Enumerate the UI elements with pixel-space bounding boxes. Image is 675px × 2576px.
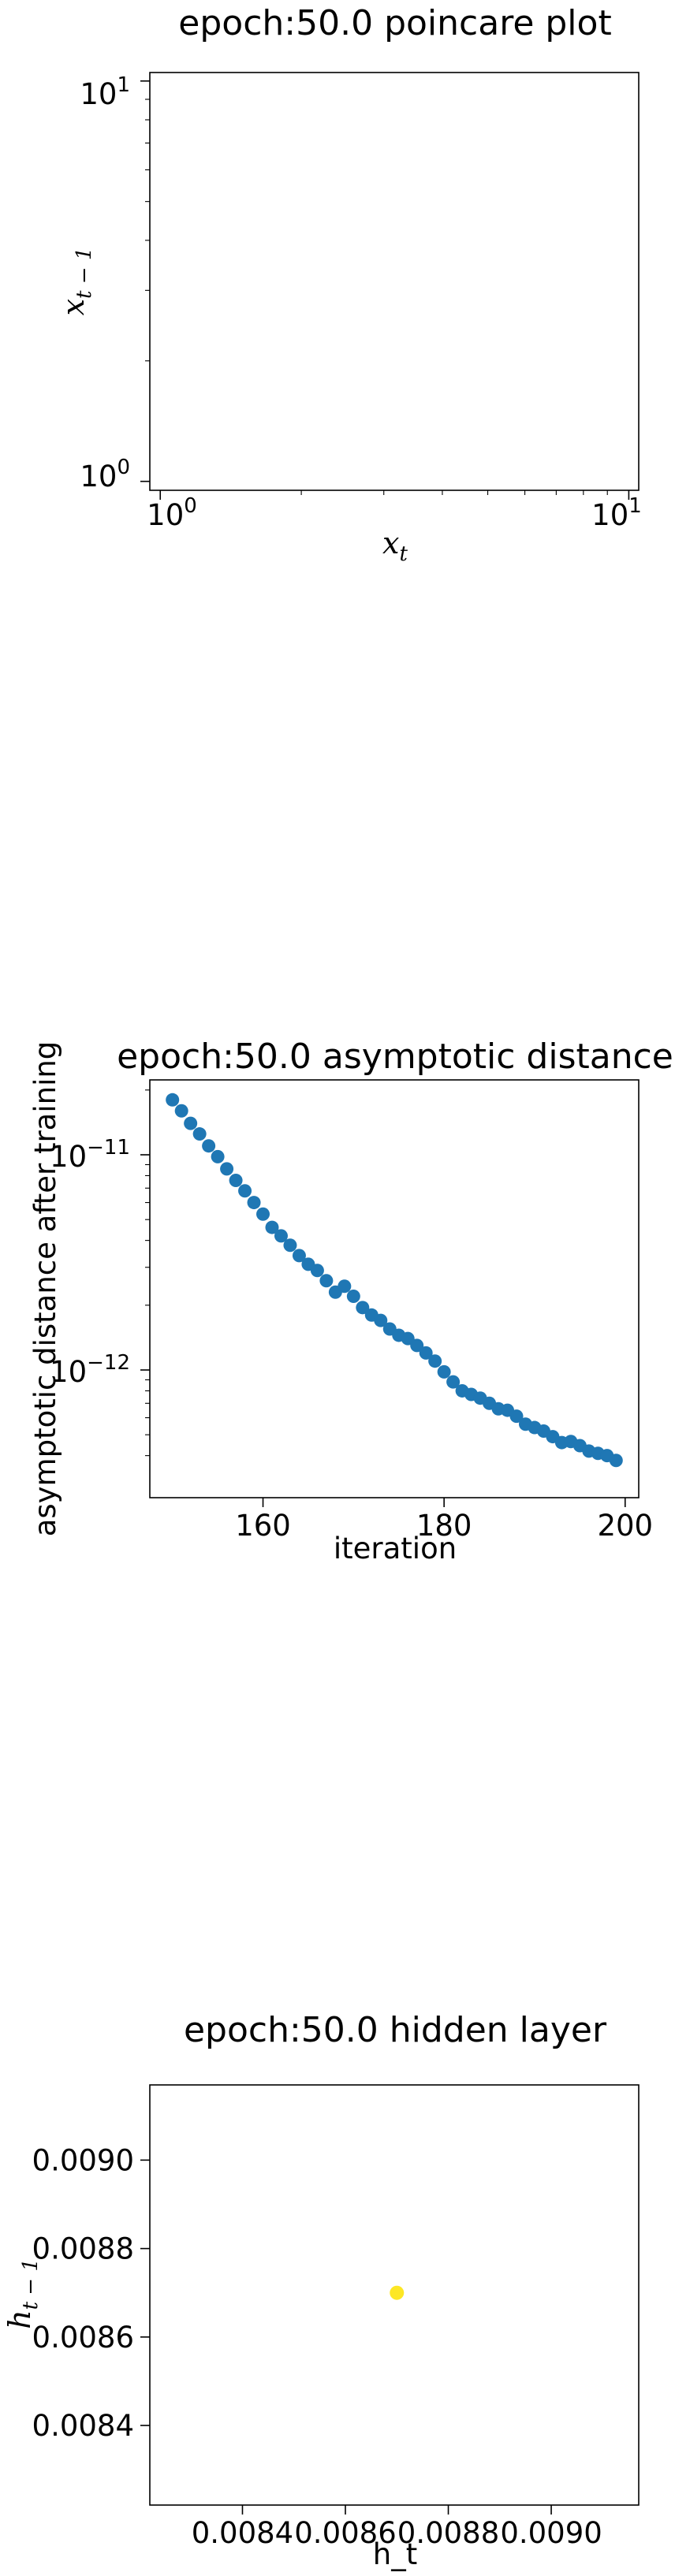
hidden-y-tick-label: 0.0090 <box>32 2143 134 2177</box>
asymptotic-y-tick-label: 10−11 <box>50 1136 130 1174</box>
poincare-y-tick-label: 100 <box>80 456 130 493</box>
asymptotic-point <box>338 1279 352 1294</box>
asymptotic-point <box>509 1409 524 1424</box>
poincare-y-axis-label: xt − 1 <box>56 248 96 316</box>
hidden-title: epoch:50.0 hidden layer <box>184 2010 607 2050</box>
asymptotic-ticks: 160 180 200 <box>140 1089 653 1543</box>
asymptotic-point <box>446 1375 461 1389</box>
hidden-x-tick-label: 0.0086 <box>294 2516 396 2550</box>
asymptotic-point <box>410 1338 424 1353</box>
poincare-ticks <box>140 80 630 500</box>
asymptotic-point <box>346 1290 360 1304</box>
asymptotic-point <box>220 1162 234 1176</box>
asymptotic-x-tick-label: 180 <box>416 1509 472 1543</box>
hidden-y-tick-label: 0.0086 <box>32 2321 134 2355</box>
asymptotic-point <box>292 1249 306 1263</box>
asymptotic-y-axis-label: asymptotic distance after training <box>28 1041 62 1537</box>
asymptotic-title: epoch:50.0 asymptotic distance <box>117 1037 673 1077</box>
asymptotic-point <box>202 1139 216 1153</box>
asymptotic-point <box>437 1364 451 1379</box>
asymptotic-point <box>310 1264 324 1278</box>
asymptotic-point <box>283 1238 297 1253</box>
poincare-x-axis-label: xt <box>382 526 408 566</box>
poincare-axes-frame <box>149 72 640 491</box>
hidden-point <box>390 2285 405 2300</box>
hidden-points <box>390 2285 405 2300</box>
asymptotic-point <box>166 1093 180 1107</box>
asymptotic-distance-plot: epoch:50.0 asymptotic distance 160 180 200… <box>28 1037 673 1565</box>
hidden-x-tick-label: 0.0088 <box>397 2516 499 2550</box>
asymptotic-point <box>256 1207 270 1221</box>
asymptotic-point <box>247 1196 261 1210</box>
asymptotic-x-tick-label: 160 <box>235 1509 291 1543</box>
hidden-x-tick-label: 0.0084 <box>192 2516 293 2550</box>
hidden-x-axis-label: h_t <box>373 2537 417 2571</box>
hidden-y-tick-label: 0.0084 <box>32 2409 134 2443</box>
hidden-y-tick-label: 0.0088 <box>32 2232 134 2266</box>
poincare-x-tick-label: 101 <box>591 494 642 532</box>
asymptotic-point <box>211 1149 225 1163</box>
asymptotic-point <box>174 1104 188 1118</box>
poincare-x-tick-label: 100 <box>147 494 197 532</box>
hidden-y-axis-label: ht − 1 <box>2 2258 43 2329</box>
asymptotic-axes-frame <box>149 1079 640 1498</box>
asymptotic-point <box>274 1229 288 1243</box>
asymptotic-point <box>609 1454 623 1468</box>
asymptotic-point <box>374 1313 388 1327</box>
asymptotic-x-axis-label: iteration <box>334 1532 457 1565</box>
hidden-x-tick-label: 0.0090 <box>500 2516 602 2550</box>
asymptotic-point <box>238 1184 252 1198</box>
asymptotic-point <box>192 1127 207 1141</box>
asymptotic-point <box>265 1220 279 1234</box>
asymptotic-points <box>166 1093 623 1468</box>
hidden-layer-plot: epoch:50.0 hidden layer 0.0084 0.0086 0.00… <box>2 2010 640 2571</box>
asymptotic-y-tick-label: 10−12 <box>50 1351 130 1389</box>
asymptotic-x-tick-label: 200 <box>597 1509 653 1543</box>
asymptotic-point <box>229 1174 243 1188</box>
asymptotic-point <box>419 1346 433 1360</box>
poincare-y-tick-label: 101 <box>80 73 130 111</box>
poincare-title: epoch:50.0 poincare plot <box>178 3 611 43</box>
asymptotic-point <box>401 1331 415 1346</box>
poincare-plot: epoch:50.0 poincare plot 100 101 101 100… <box>56 3 642 566</box>
hidden-ticks: 0.0084 0.0086 0.0088 0.00900.00840.00860.00… <box>32 2143 602 2550</box>
asymptotic-point <box>319 1274 334 1288</box>
hidden-axes-frame <box>149 2084 640 2506</box>
asymptotic-point <box>428 1354 442 1368</box>
asymptotic-point <box>356 1301 370 1315</box>
asymptotic-point <box>184 1116 198 1130</box>
